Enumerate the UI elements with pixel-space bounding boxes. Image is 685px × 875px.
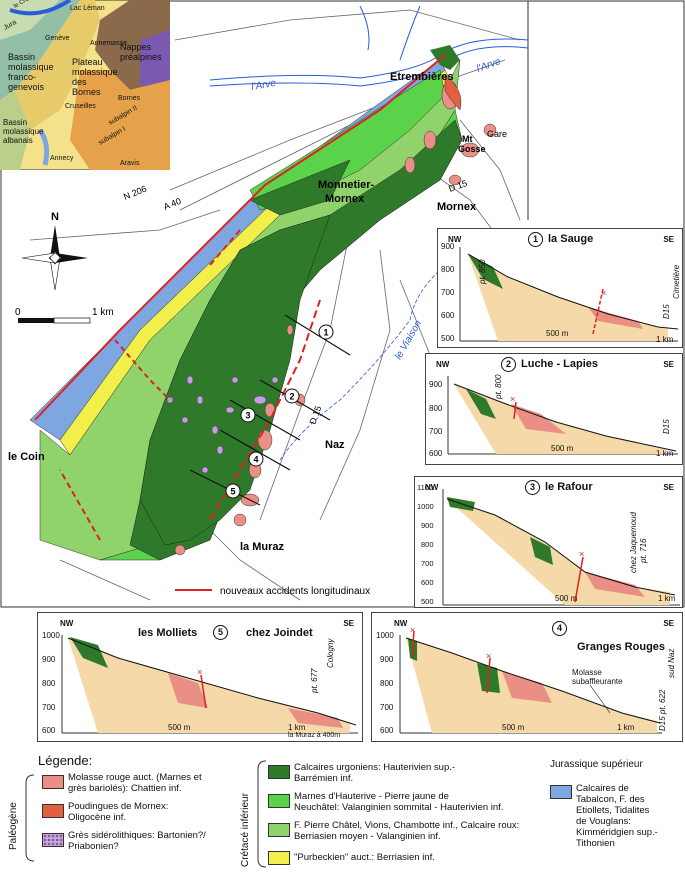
section-4: NW SE 4 Granges Rouges × × 1000 900 800 … <box>371 612 683 742</box>
svg-text:1 km: 1 km <box>92 307 114 318</box>
svg-text:N: N <box>51 211 59 223</box>
svg-text:4: 4 <box>253 455 258 465</box>
svg-text:Plateau: Plateau <box>72 57 103 67</box>
swatch-tabalcon <box>550 785 572 799</box>
swatch-gres <box>42 833 64 847</box>
arve-river <box>209 5 529 87</box>
svg-text:des: des <box>72 77 87 87</box>
svg-text:Annecy: Annecy <box>50 155 74 162</box>
svg-text:Nappes: Nappes <box>120 42 152 52</box>
svg-text:×: × <box>410 625 415 635</box>
svg-text:Bornes: Bornes <box>72 87 101 97</box>
section-title: la Sauge <box>548 233 594 245</box>
svg-text:Annemasse: Annemasse <box>90 40 127 47</box>
svg-text:molassique: molassique <box>3 127 44 136</box>
svg-text:Gare: Gare <box>487 129 507 139</box>
fault-legend-label: nouveaux accidents longitudinaux <box>220 586 370 597</box>
section-3: NW SE 3 le Rafour × 1100 1000 900 800 700… <box>414 476 683 608</box>
svg-text:genevois: genevois <box>8 82 45 92</box>
swatch-hauterive <box>268 794 290 808</box>
swatch-urgoniens <box>268 765 290 779</box>
section-2: NW SE 2 Luche - Lapies × 900 800 700 600 … <box>425 353 683 465</box>
swatch-poudingues <box>42 804 64 818</box>
section-title: les Molliets <box>138 627 198 639</box>
section-title: le Rafour <box>545 481 593 493</box>
swatch-purbeckien <box>268 851 290 865</box>
label-monnetier: Monnetier- <box>318 179 375 191</box>
svg-text:×: × <box>601 288 606 298</box>
svg-text:franco-: franco- <box>8 72 36 82</box>
label-la-muraz: la Muraz <box>240 541 285 553</box>
section-title: Granges Rouges <box>577 641 666 653</box>
swatch-molasse <box>42 775 64 789</box>
legend-title: Légende: <box>38 753 93 768</box>
svg-text:×: × <box>579 549 584 559</box>
svg-text:×: × <box>197 667 202 677</box>
svg-text:Mt: Mt <box>462 134 473 144</box>
svg-text:×: × <box>510 394 515 404</box>
svg-text:3: 3 <box>245 411 250 421</box>
svg-text:5: 5 <box>230 487 235 497</box>
svg-text:Lac Léman: Lac Léman <box>70 5 105 12</box>
section-5: NW SE les Molliets 5 chez Joindet × 1000… <box>37 612 363 742</box>
swatch-chatel <box>268 823 290 837</box>
svg-text:Gosse: Gosse <box>458 144 486 154</box>
svg-text:molassique: molassique <box>8 62 54 72</box>
section-markers: 1 2 3 4 5 <box>225 324 334 499</box>
svg-text:Cruseilles: Cruseilles <box>65 103 96 110</box>
gres-patches <box>166 375 279 474</box>
legend: Légende: Paléogène Molasse rouge auct. (… <box>8 753 658 868</box>
svg-text:Genève: Genève <box>45 35 70 42</box>
label-etrembieres: Etrembières <box>390 71 454 83</box>
label-le-coin: le Coin <box>8 451 45 463</box>
svg-text:1: 1 <box>323 328 328 338</box>
label-naz: Naz <box>325 439 345 451</box>
scale-bar: 0 1 km <box>15 307 114 324</box>
north-arrow: N <box>21 211 88 291</box>
svg-text:l'Arve: l'Arve <box>251 78 278 93</box>
svg-text:préalpines: préalpines <box>120 52 162 62</box>
svg-text:albanais: albanais <box>3 136 33 145</box>
label-mornex: Mornex <box>437 201 477 213</box>
svg-text:Aravis: Aravis <box>120 160 140 167</box>
svg-text:Bassin: Bassin <box>3 118 27 127</box>
svg-text:0: 0 <box>15 307 21 318</box>
section-title: Luche - Lapies <box>521 358 599 370</box>
svg-text:Bassin: Bassin <box>8 52 35 62</box>
svg-text:Mornex: Mornex <box>325 193 365 205</box>
svg-text:Bornes: Bornes <box>118 95 141 102</box>
section-1: NW SE 1 la Sauge × 900 800 700 600 500 50… <box>437 228 683 348</box>
svg-text:2: 2 <box>289 392 294 402</box>
svg-text:×: × <box>486 651 491 661</box>
svg-text:molassique: molassique <box>72 67 118 77</box>
